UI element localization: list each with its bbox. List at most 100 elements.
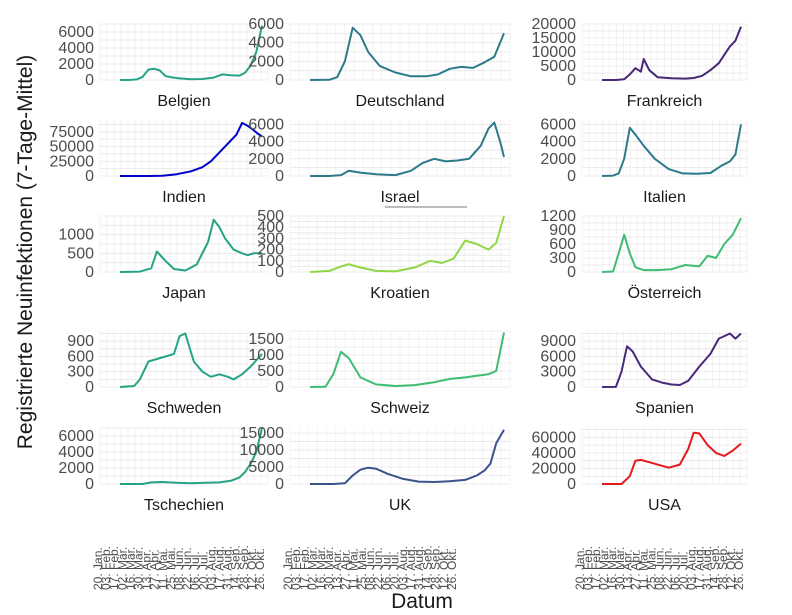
series-line-tschechien — [120, 427, 263, 485]
y-tick-label: 0 — [85, 264, 94, 281]
date-tick-label: 17. Feb. — [589, 546, 603, 590]
panel-title: Österreich — [628, 284, 702, 302]
series-line-indien — [120, 121, 263, 177]
date-axis-col-1: 20. Jan.03. Feb.17. Feb.02. Mär.16. Mär.… — [91, 545, 267, 590]
date-tick-label: 31. Aug. — [412, 546, 426, 590]
date-tick-label: 16. Mär. — [123, 547, 137, 590]
y-axis-title: Registrierte Neuinfektionen (7-Tage-Mitt… — [14, 55, 37, 450]
y-tick-label: 2000 — [540, 151, 576, 168]
y-tick-label: 0 — [85, 379, 94, 396]
date-tick-label: 30. Mär. — [132, 547, 146, 590]
date-tick-label: 31. Aug. — [700, 546, 714, 590]
date-tick-label: 06. Jul. — [668, 551, 682, 590]
date-tick-label: 26. Okt. — [445, 548, 459, 590]
date-tick-label: 30. Mär. — [613, 547, 627, 590]
series-line-deutschland — [309, 26, 505, 81]
series-line-uk — [310, 429, 505, 485]
series-line-italien — [601, 124, 742, 177]
y-tick-label: 0 — [275, 72, 284, 89]
date-tick-label: 20. Jan. — [281, 547, 295, 590]
date-axis-col-3: 20. Jan.03. Feb.17. Feb.02. Mär.16. Mär.… — [573, 545, 746, 590]
date-tick-label: 20. Jan. — [91, 547, 105, 590]
y-tick-label: 50000 — [50, 139, 95, 156]
date-tick-label: 27. Apr. — [629, 549, 643, 590]
y-tick-label: 300 — [549, 250, 576, 267]
y-tick-label: 300 — [67, 364, 94, 381]
date-tick-label: 28. Sep. — [237, 545, 251, 590]
y-tick-label: 0 — [275, 379, 284, 396]
y-tick-label: 0 — [85, 72, 94, 89]
date-tick-label: 13. Apr. — [330, 549, 344, 590]
date-tick-label: 20. Jul. — [388, 551, 402, 590]
y-tick-label: 20000 — [532, 16, 577, 33]
date-tick-label: 27. Apr. — [148, 549, 162, 590]
y-tick-label: 6000 — [540, 348, 576, 365]
panel-title: USA — [648, 497, 681, 514]
y-tick-label: 600 — [67, 348, 94, 365]
date-tick-label: 17. Feb. — [107, 546, 121, 590]
date-tick-label: 20. Jul. — [196, 551, 210, 590]
y-tick-label: 10000 — [532, 44, 577, 61]
y-tick-label: 500 — [257, 208, 284, 225]
date-tick-label: 11. Mai. — [637, 548, 651, 590]
series-line-israel — [310, 121, 505, 177]
y-tick-label: 2000 — [58, 56, 94, 73]
date-tick-label: 02. Mär. — [597, 547, 611, 590]
date-tick-label: 16. Mär. — [314, 547, 328, 590]
series-line-österreich — [601, 217, 742, 273]
date-tick-label: 17. Aug. — [692, 546, 706, 590]
date-tick-label: 03. Feb. — [289, 546, 303, 590]
date-tick-label: 03. Aug. — [396, 546, 410, 590]
panel-title: Frankreich — [627, 93, 703, 110]
date-tick-label: 03. Feb. — [99, 546, 113, 590]
date-tick-label: 12. Okt. — [437, 548, 451, 590]
date-tick-label: 11. Mai. — [347, 548, 361, 590]
date-tick-label: 11. Mai. — [156, 548, 170, 590]
panel-title: Schweden — [147, 400, 222, 417]
series-line-spanien — [601, 332, 742, 388]
panel-title: Italien — [643, 189, 686, 206]
y-tick-label: 4000 — [540, 134, 576, 151]
y-tick-label: 900 — [67, 333, 94, 350]
y-tick-label: 1000 — [58, 227, 94, 244]
date-tick-label: 03. Feb. — [581, 546, 595, 590]
y-tick-label: 0 — [567, 476, 576, 493]
y-tick-label: 1000 — [248, 347, 284, 364]
y-tick-label: 2000 — [248, 53, 284, 70]
panel-title: Israel — [380, 189, 419, 206]
y-tick-label: 4000 — [248, 134, 284, 151]
y-tick-label: 6000 — [248, 16, 284, 33]
y-tick-label: 900 — [549, 222, 576, 239]
date-tick-label: 20. Jul. — [676, 551, 690, 590]
y-tick-label: 0 — [567, 379, 576, 396]
date-tick-label: 26. Okt. — [732, 548, 746, 590]
date-tick-label: 08. Jun. — [363, 547, 377, 590]
y-tick-label: 4000 — [58, 40, 94, 57]
y-tick-label: 0 — [567, 72, 576, 89]
panel-title: Kroatien — [370, 285, 430, 302]
y-tick-label: 2000 — [58, 460, 94, 477]
date-tick-label: 08. Jun. — [653, 547, 667, 590]
date-tick-label: 17. Aug. — [213, 546, 227, 590]
label-artifact — [385, 206, 467, 208]
date-tick-label: 14. Sep. — [708, 545, 722, 590]
date-tick-label: 12. Okt. — [724, 548, 738, 590]
y-tick-label: 1500 — [248, 331, 284, 348]
date-tick-label: 31. Aug. — [221, 546, 235, 590]
y-tick-label: 2000 — [248, 151, 284, 168]
date-tick-label: 28. Sep. — [429, 545, 443, 590]
panel-title: Belgien — [157, 93, 210, 110]
panel-title: Spanien — [635, 400, 694, 417]
y-tick-label: 20000 — [532, 460, 577, 477]
date-tick-label: 06. Jul. — [188, 551, 202, 590]
date-tick-label: 17. Feb. — [297, 546, 311, 590]
date-tick-label: 22. Jun. — [371, 547, 385, 590]
